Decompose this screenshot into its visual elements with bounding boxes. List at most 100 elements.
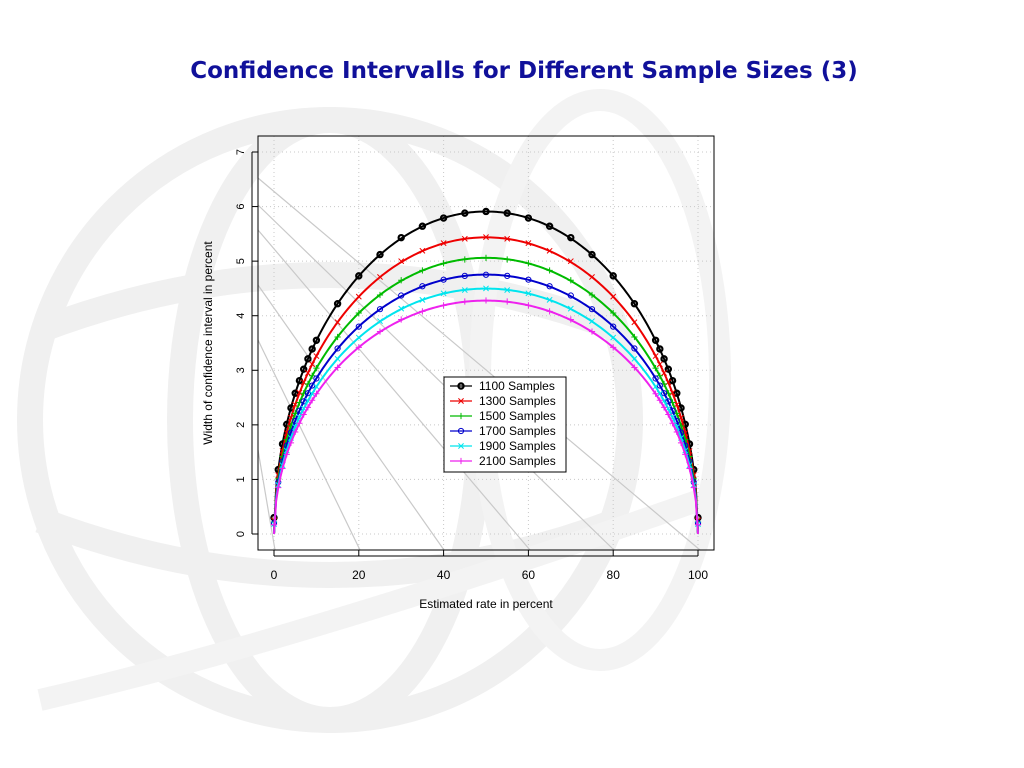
series-marker — [313, 383, 320, 390]
legend-label: 1100 Samples — [479, 379, 555, 393]
series-marker — [665, 411, 672, 418]
series-marker — [482, 271, 490, 278]
slide-title: Confidence Intervalls for Different Samp… — [190, 58, 858, 84]
x-tick-label: 100 — [688, 568, 708, 582]
plot-frame — [257, 135, 715, 551]
series-marker — [525, 260, 532, 267]
series-marker — [673, 389, 681, 397]
series-marker — [656, 361, 663, 368]
series-marker — [504, 235, 511, 242]
series-marker — [355, 344, 362, 351]
series-marker — [567, 316, 574, 323]
series-marker — [291, 389, 299, 397]
series-marker — [504, 298, 511, 305]
series-marker — [525, 276, 532, 283]
series-marker — [300, 411, 307, 418]
legend-box — [443, 376, 567, 473]
series-marker — [690, 484, 697, 491]
series-line — [273, 273, 699, 535]
series-marker — [651, 336, 660, 344]
series-marker — [313, 365, 320, 372]
series-marker — [525, 290, 532, 297]
series-marker — [283, 451, 290, 458]
series-marker — [287, 439, 295, 446]
series-marker — [588, 306, 596, 313]
series-marker — [355, 293, 362, 300]
series-marker — [664, 365, 673, 373]
series-marker — [440, 302, 447, 309]
series-marker — [656, 397, 663, 404]
x-tick-label: 80 — [607, 568, 621, 582]
series-marker — [439, 214, 448, 222]
series-marker — [461, 235, 468, 242]
series-marker — [652, 390, 659, 397]
decorative-line — [257, 204, 615, 551]
series-marker — [669, 420, 676, 427]
series-marker — [376, 306, 384, 313]
series-marker — [308, 345, 316, 353]
series-marker — [483, 285, 489, 292]
x-tick-label: 20 — [352, 568, 366, 582]
legend-label: 1500 Samples — [479, 409, 556, 423]
series-marker — [677, 439, 685, 446]
series-marker — [355, 334, 362, 341]
series-marker — [461, 298, 468, 305]
series-marker — [334, 333, 341, 341]
series-marker — [457, 412, 465, 420]
series-marker — [296, 420, 303, 427]
series-marker — [333, 300, 342, 308]
grid-layer — [258, 136, 714, 550]
series-marker — [296, 389, 303, 396]
series-marker — [567, 258, 574, 265]
series-marker — [588, 328, 596, 335]
series-marker — [461, 209, 469, 217]
series-marker — [588, 250, 596, 259]
series-marker — [652, 353, 659, 360]
series-marker — [504, 272, 511, 279]
series-marker — [631, 319, 638, 326]
series-marker — [419, 283, 426, 290]
series-marker — [504, 256, 511, 263]
series-marker — [457, 382, 465, 390]
y-tick-label: 2 — [235, 422, 247, 428]
series-marker — [482, 207, 490, 216]
series-marker — [503, 209, 511, 217]
series-marker — [545, 222, 554, 230]
series-marker — [610, 334, 617, 341]
series-marker — [673, 428, 680, 436]
legend-label: 1900 Samples — [479, 439, 556, 453]
series-marker — [661, 370, 668, 376]
y-tick-label: 7 — [235, 149, 247, 155]
series-marker — [461, 256, 468, 263]
series-marker — [398, 277, 405, 284]
decorative-line — [257, 284, 445, 551]
y-tick-label: 3 — [235, 367, 247, 373]
series-marker — [304, 370, 311, 376]
series-marker — [610, 309, 617, 317]
y-tick-label: 4 — [235, 313, 247, 319]
series-line — [273, 210, 699, 535]
series-marker — [309, 397, 316, 404]
series-marker — [440, 240, 447, 247]
series-marker — [376, 291, 384, 299]
series-marker — [312, 336, 321, 344]
series-marker — [525, 240, 532, 247]
series-marker — [656, 372, 663, 379]
series-marker — [355, 323, 362, 330]
series-marker — [631, 355, 638, 362]
series-marker — [279, 465, 286, 472]
series-marker — [355, 309, 362, 317]
series-marker — [377, 274, 383, 280]
series-marker — [313, 390, 320, 397]
series-marker — [419, 247, 426, 254]
series-marker — [482, 297, 490, 304]
series-marker — [482, 254, 490, 261]
series-marker — [609, 272, 617, 280]
series-marker — [398, 316, 405, 323]
y-tick-label: 5 — [235, 258, 247, 264]
series-marker — [660, 390, 668, 397]
series-marker — [610, 344, 617, 351]
series-marker — [270, 521, 278, 528]
series-marker — [457, 457, 465, 465]
series-marker — [660, 355, 668, 363]
